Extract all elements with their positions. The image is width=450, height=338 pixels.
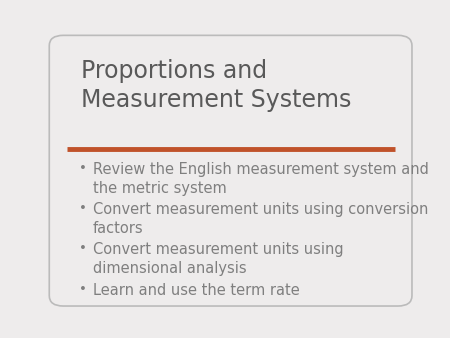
Text: •: • (79, 242, 87, 255)
Text: •: • (79, 162, 87, 175)
Text: Review the English measurement system and
the metric system: Review the English measurement system an… (93, 162, 429, 196)
Text: Proportions and
Measurement Systems: Proportions and Measurement Systems (81, 59, 351, 112)
Text: •: • (79, 283, 87, 296)
Text: Convert measurement units using conversion
factors: Convert measurement units using conversi… (93, 202, 428, 236)
Text: Convert measurement units using
dimensional analysis: Convert measurement units using dimensio… (93, 242, 343, 276)
Text: Learn and use the term rate: Learn and use the term rate (93, 283, 300, 297)
FancyBboxPatch shape (50, 35, 412, 306)
Text: •: • (79, 202, 87, 215)
